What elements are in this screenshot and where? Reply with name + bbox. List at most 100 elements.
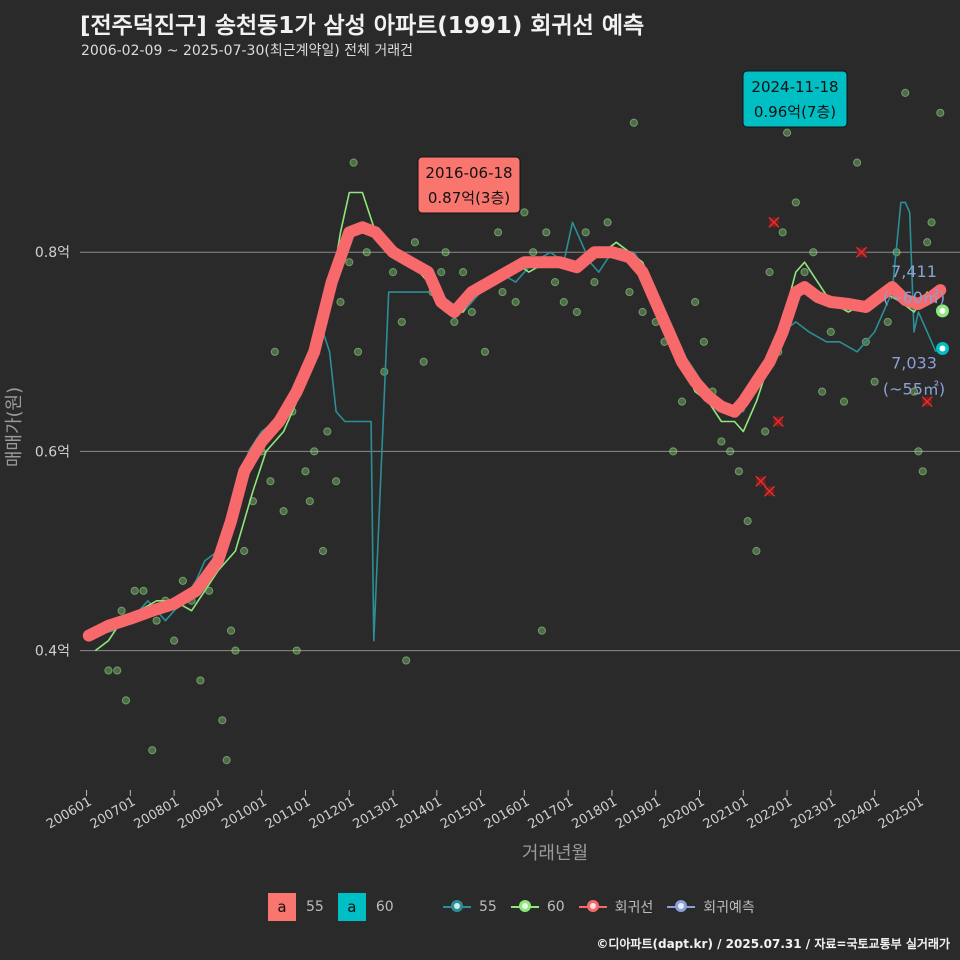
scatter-point bbox=[914, 447, 923, 456]
legend-key-regression bbox=[578, 893, 607, 921]
cancelled-mark bbox=[921, 396, 933, 408]
scatter-point bbox=[853, 158, 862, 167]
scatter-point bbox=[121, 696, 131, 705]
scatter-point bbox=[765, 268, 774, 277]
scatter-point bbox=[520, 208, 529, 217]
scatter-point bbox=[117, 606, 126, 615]
scatter-point bbox=[305, 497, 314, 506]
scatter-point bbox=[901, 88, 910, 97]
scatter-point bbox=[402, 656, 411, 665]
scatter-point bbox=[226, 626, 236, 635]
x-tick-label: 200801 bbox=[132, 794, 182, 832]
x-tick-label: 201701 bbox=[526, 794, 576, 832]
scatter-point bbox=[323, 427, 332, 436]
legend-key-55 bbox=[443, 893, 471, 921]
annotation-box bbox=[742, 70, 848, 128]
scatter-point bbox=[677, 397, 687, 406]
scatter-point bbox=[839, 397, 849, 406]
legend-label-regression: 회귀선 bbox=[614, 900, 654, 916]
scatter-point bbox=[743, 517, 752, 526]
chart-subtitle: 2006-02-09 ~ 2025-07-30(최근계약일) 전체 거래건 bbox=[81, 43, 413, 59]
prediction-area-label: (~60㎡) bbox=[883, 288, 945, 307]
x-tick-label: 200901 bbox=[175, 794, 225, 832]
scatter-point bbox=[550, 277, 560, 287]
scatter-point bbox=[909, 387, 919, 396]
legend-key-prediction bbox=[667, 893, 696, 921]
legend-label-line-60: 60 bbox=[546, 899, 565, 915]
prediction-value-label: 7,033 bbox=[891, 354, 937, 373]
scatter-point bbox=[699, 337, 708, 346]
prediction-value-label: 7,411 bbox=[891, 262, 937, 281]
scatter-point bbox=[353, 347, 363, 356]
scatter-point bbox=[826, 327, 835, 336]
x-tick-label: 202101 bbox=[701, 794, 751, 832]
scatter-point bbox=[778, 228, 787, 237]
legend-lines: 55 60 회귀선 회귀예측 bbox=[443, 893, 769, 921]
scatter-point bbox=[918, 467, 927, 476]
x-tick-label: 201801 bbox=[569, 794, 619, 832]
scatter-point bbox=[494, 228, 503, 237]
scatter-point bbox=[559, 297, 568, 307]
scatter-point bbox=[542, 228, 551, 237]
cancelled-mark bbox=[772, 415, 784, 428]
x-tick-label: 202301 bbox=[788, 794, 838, 832]
legend-label-area-60: 60 bbox=[375, 899, 394, 915]
annotation-value: 0.96억(7층) bbox=[754, 103, 836, 121]
scatter-point bbox=[629, 118, 638, 127]
scatter-point bbox=[380, 367, 389, 376]
legend-label-line-55: 55 bbox=[479, 899, 497, 915]
scatter-point bbox=[529, 248, 538, 257]
scatter-point bbox=[734, 467, 744, 476]
scatter-point bbox=[809, 248, 818, 257]
y-tick-label: 0.4억 bbox=[35, 644, 70, 660]
annotation-box bbox=[417, 156, 521, 214]
x-tick-label: 202401 bbox=[832, 794, 882, 832]
scatter-point bbox=[761, 427, 770, 436]
x-tick-label: 201301 bbox=[351, 794, 401, 832]
scatter-point bbox=[625, 287, 634, 297]
scatter-point bbox=[170, 636, 179, 645]
annotation-date: 2016-06-18 bbox=[425, 164, 512, 182]
x-tick-label: 201501 bbox=[438, 794, 488, 832]
x-tick-label: 201901 bbox=[613, 794, 663, 832]
legend-area: a 55 a 60 bbox=[268, 893, 408, 921]
x-tick-label: 201201 bbox=[307, 794, 357, 832]
scatter-point bbox=[883, 317, 892, 327]
scatter-point bbox=[927, 218, 936, 227]
legend-label-prediction: 회귀예측 bbox=[703, 900, 755, 916]
scatter-point bbox=[437, 268, 446, 277]
scatter-point bbox=[318, 546, 328, 556]
scatter-point bbox=[800, 268, 809, 277]
x-tick-label: 201601 bbox=[482, 794, 532, 832]
scatter-point bbox=[152, 616, 161, 625]
scatter-point bbox=[458, 268, 468, 277]
scatter-point bbox=[139, 586, 148, 595]
prediction-area-label: (~55㎡) bbox=[883, 380, 945, 399]
scatter-point bbox=[717, 437, 726, 446]
regression-line bbox=[82, 221, 947, 642]
scatter-point bbox=[791, 198, 800, 207]
x-tick-label: 201101 bbox=[263, 794, 313, 832]
scatter-point bbox=[498, 287, 507, 297]
cancelled-mark bbox=[855, 246, 868, 258]
cancelled-mark bbox=[755, 475, 767, 487]
scatter-point bbox=[603, 218, 612, 227]
scatter-point bbox=[936, 108, 945, 117]
scatter-point bbox=[345, 258, 354, 267]
scatter-point bbox=[638, 307, 647, 317]
y-tick-label: 0.6억 bbox=[35, 444, 70, 460]
scatter-point bbox=[419, 357, 428, 366]
scatter-point bbox=[301, 467, 310, 476]
scatter-point bbox=[450, 317, 459, 327]
scatter-point bbox=[397, 317, 406, 327]
legend-swatch-60: a bbox=[337, 893, 366, 921]
scatter-point bbox=[870, 377, 879, 386]
x-tick-label: 201001 bbox=[219, 794, 269, 832]
scatter-point bbox=[332, 477, 341, 486]
scatter-point bbox=[752, 546, 761, 556]
x-tick-label: 202001 bbox=[657, 794, 707, 832]
legend-swatch-55: a bbox=[268, 893, 296, 921]
legend-label-area-55: 55 bbox=[306, 899, 324, 915]
scatter-point bbox=[441, 248, 450, 257]
